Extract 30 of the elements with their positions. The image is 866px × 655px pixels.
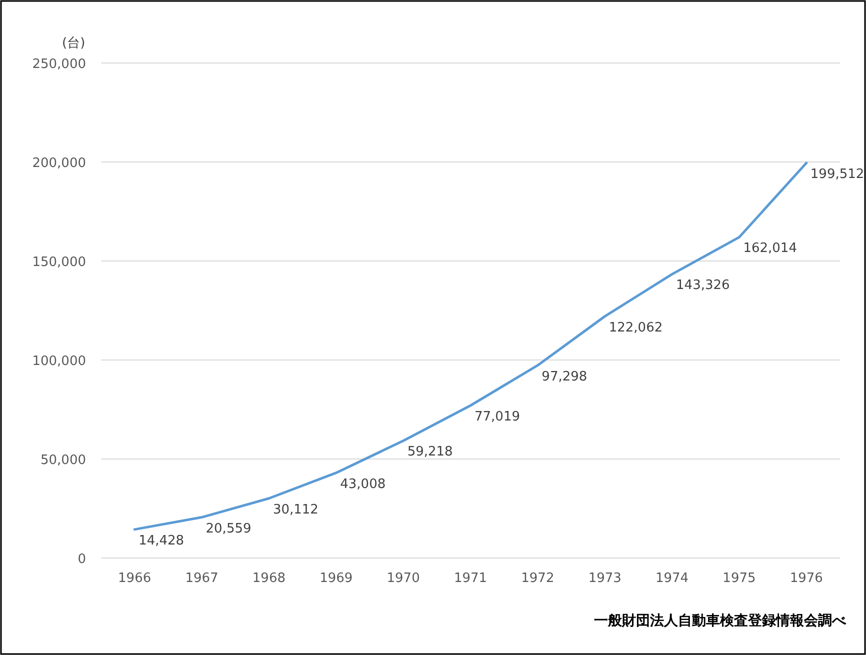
x-tick-label: 1975 xyxy=(722,571,756,586)
data-label: 14,428 xyxy=(138,533,184,548)
data-label: 143,326 xyxy=(676,278,730,294)
x-tick-label: 1970 xyxy=(386,571,420,586)
data-label: 97,298 xyxy=(542,369,588,384)
y-tick-label: 0 xyxy=(78,552,86,567)
y-tick-label: 250,000 xyxy=(32,57,86,72)
data-label: 20,559 xyxy=(206,521,252,536)
data-label: 43,008 xyxy=(340,476,386,492)
x-tick-label: 1971 xyxy=(454,571,488,586)
x-tick-label: 1968 xyxy=(252,571,286,586)
data-label: 122,062 xyxy=(608,320,663,336)
x-tick-label: 1966 xyxy=(118,571,152,586)
y-tick-label: 200,000 xyxy=(32,156,86,171)
data-label: 162,014 xyxy=(743,241,797,256)
x-tick-label: 1967 xyxy=(185,571,218,586)
data-label: 199,512 xyxy=(810,166,864,182)
x-tick-label: 1969 xyxy=(320,571,353,586)
y-tick-label: 50,000 xyxy=(40,453,86,468)
x-tick-label: 1974 xyxy=(656,571,689,586)
y-axis-title: (台) xyxy=(62,36,86,51)
x-tick-label: 1973 xyxy=(588,571,622,586)
data-label: 30,112 xyxy=(272,502,318,518)
text: 一般財団法人自動車検査登録情報会調べ xyxy=(594,612,847,629)
y-tick-label: 150,000 xyxy=(32,255,86,270)
data-label: 77,019 xyxy=(474,410,520,424)
y-tick-label: 100,000 xyxy=(32,354,86,369)
data-label: 59,218 xyxy=(407,444,453,460)
x-tick-label: 1976 xyxy=(790,571,823,586)
x-tick-label: 1972 xyxy=(521,571,554,586)
